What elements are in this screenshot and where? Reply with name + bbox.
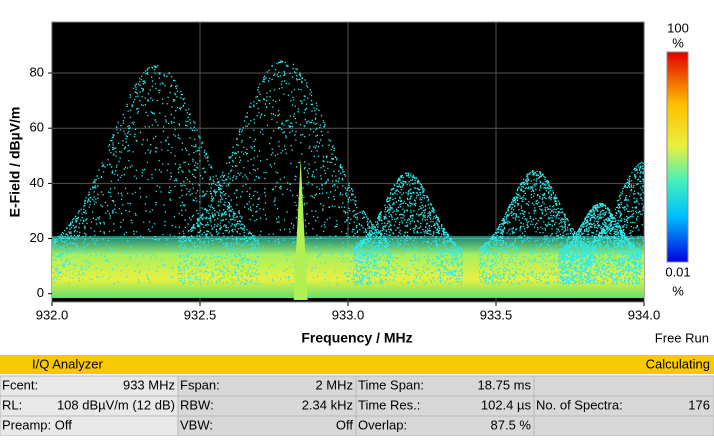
setting-label: Preamp: Off xyxy=(2,417,72,432)
x-tick-label: 933.0 xyxy=(332,307,365,322)
setting-label: Overlap: xyxy=(358,417,407,432)
setting-label: RBW: xyxy=(180,397,214,412)
y-tick-label: 40 xyxy=(30,175,44,190)
status-bar xyxy=(0,355,714,374)
colorbar-top: 100 xyxy=(667,20,689,35)
signal-hump xyxy=(558,202,642,285)
signal-hump xyxy=(478,170,592,285)
setting-value: 18.75 ms xyxy=(478,377,532,392)
y-axis-label: E-Field / dBµV/m xyxy=(7,107,23,218)
settings-table: Fcent: 933 MHz Fspan: 2 MHz Time Span: 18.75 … xyxy=(0,375,714,437)
colorbar xyxy=(666,51,689,263)
x-tick-label: 933.5 xyxy=(480,307,513,322)
marks xyxy=(52,60,645,300)
setting-value: 176 xyxy=(688,397,710,412)
settings-cell xyxy=(533,415,714,437)
setting-label: Fcent: xyxy=(2,377,38,392)
signal-hump xyxy=(352,172,464,285)
y-tick-label: 20 xyxy=(30,230,44,245)
settings-cell xyxy=(533,375,714,397)
y-tick-label: 80 xyxy=(30,64,44,79)
sweep-mode: Free Run xyxy=(655,330,709,345)
x-axis-label: Frequency / MHz xyxy=(301,330,412,346)
setting-label: VBW: xyxy=(180,417,213,432)
carrier-spike xyxy=(293,158,308,300)
y-tick-label: 60 xyxy=(30,120,44,135)
setting-value: 2 MHz xyxy=(315,377,353,392)
status-title: I/Q Analyzer xyxy=(32,356,103,371)
setting-value: Off xyxy=(336,417,353,432)
colorbar-bottom-unit: % xyxy=(672,283,684,298)
x-tick-label: 932.0 xyxy=(36,307,69,322)
setting-label: Time Res.: xyxy=(358,397,420,412)
x-tick-label: 932.5 xyxy=(184,307,217,322)
y-tick-label: 0 xyxy=(37,285,44,300)
setting-value: 102.4 µs xyxy=(481,397,532,412)
setting-value: 108 dBµV/m (12 dB) xyxy=(57,397,175,412)
colorbar-top-unit: % xyxy=(672,35,684,50)
colorbar-bottom: 0.01 xyxy=(665,264,690,279)
setting-label: RL: xyxy=(2,397,22,412)
setting-value: 2.34 kHz xyxy=(302,397,353,412)
setting-value: 87.5 % xyxy=(491,417,532,432)
noise-floor xyxy=(52,236,644,298)
setting-label: Time Span: xyxy=(358,377,424,392)
signal-hump xyxy=(584,161,645,285)
setting-value: 933 MHz xyxy=(123,377,175,392)
status-state: Calculating xyxy=(646,356,710,371)
setting-label: No. of Spectra: xyxy=(536,397,623,412)
x-tick-label: 934.0 xyxy=(628,307,661,322)
setting-label: Fspan: xyxy=(180,377,220,392)
